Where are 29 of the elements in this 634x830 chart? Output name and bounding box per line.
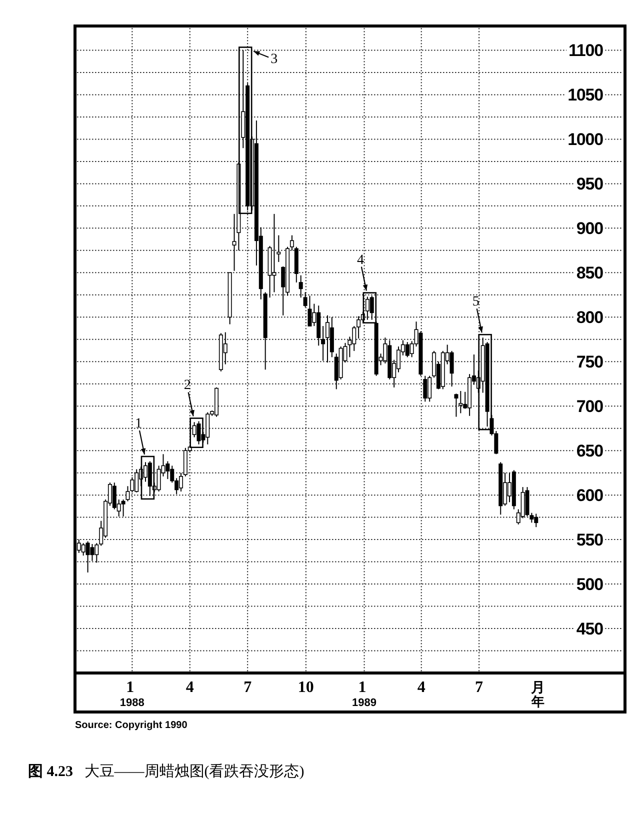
y-tick-label: 600 <box>576 486 604 506</box>
y-tick-label: 1050 <box>568 86 604 105</box>
y-tick-label: 550 <box>576 530 604 550</box>
x-tick-label: 7 <box>475 679 484 696</box>
text: 图 4.23 大豆——周蜡烛图(看跌吞没形态) <box>28 763 304 780</box>
y-tick-label: 1100 <box>568 41 604 60</box>
y-tick-label: 1000 <box>568 130 604 150</box>
annotation: 4 <box>356 252 364 268</box>
y-tick-label: 800 <box>576 308 604 328</box>
x-tick-label: 4 <box>186 679 194 696</box>
y-tick-label: 850 <box>576 264 604 283</box>
annotation: 2 <box>184 378 191 394</box>
source-note: Source: Copyright 1990 <box>75 720 188 731</box>
y-tick-label: 900 <box>576 219 604 238</box>
y-tick-label: 650 <box>576 442 604 461</box>
x-tick-label: 1 1989 <box>352 679 377 709</box>
y-tick-label: 950 <box>576 174 604 194</box>
annotation: 3 <box>270 52 278 68</box>
x-axis-title: 月年 <box>530 681 545 709</box>
y-tick-label: 700 <box>576 397 604 416</box>
x-tick-label: 4 <box>417 679 426 696</box>
annotation: 1 <box>134 416 142 432</box>
annotation: 5 <box>472 294 480 310</box>
x-tick-label: 10 <box>298 679 314 696</box>
x-tick-label: 7 <box>244 679 252 696</box>
y-tick-label: 450 <box>576 620 604 639</box>
y-tick-label: 750 <box>576 352 604 372</box>
x-tick-label: 1 1988 <box>120 679 144 709</box>
y-tick-label: 500 <box>576 575 604 594</box>
